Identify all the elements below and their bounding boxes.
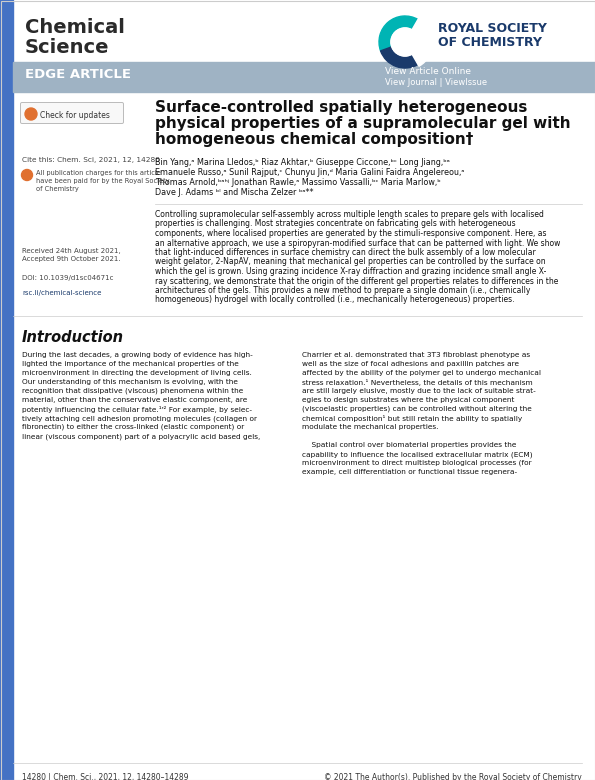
- Text: chemical composition¹ but still retain the ability to spatially: chemical composition¹ but still retain t…: [302, 415, 522, 422]
- Wedge shape: [405, 18, 433, 66]
- Text: lighted the importance of the mechanical properties of the: lighted the importance of the mechanical…: [22, 361, 239, 367]
- Text: View Journal | ViewIssue: View Journal | ViewIssue: [385, 78, 487, 87]
- Text: components, where localised properties are generated by the stimuli-responsive c: components, where localised properties a…: [155, 229, 546, 238]
- Bar: [0, 0, 13, 780]
- Text: ray scattering, we demonstrate that the origin of the different gel properties r: ray scattering, we demonstrate that the …: [155, 276, 558, 285]
- Text: Introduction: Introduction: [22, 330, 124, 345]
- Text: EDGE ARTICLE: EDGE ARTICLE: [25, 68, 131, 81]
- Text: During the last decades, a growing body of evidence has high-: During the last decades, a growing body …: [22, 352, 253, 358]
- Text: an alternative approach, we use a spiropyran-modified surface that can be patter: an alternative approach, we use a spirop…: [155, 239, 560, 247]
- Circle shape: [25, 108, 37, 120]
- Text: Thomas Arnold,ᵇᵃʰʲ Jonathan Rawle,ᵃ Massimo Vassalli,ᵇᶜ Maria Marlow,ᵇ: Thomas Arnold,ᵇᵃʰʲ Jonathan Rawle,ᵃ Mass…: [155, 178, 441, 187]
- Wedge shape: [405, 20, 431, 42]
- Text: Bin Yang,ᵃ Marina Lledos,ᵇ Riaz Akhtar,ᵇ Giuseppe Ciccone,ᵇᶜ Long Jiang,ᵇᵃ: Bin Yang,ᵃ Marina Lledos,ᵇ Riaz Akhtar,ᵇ…: [155, 158, 450, 167]
- Text: Dave J. Adams ᵇˡ and Mischa Zelzer ᵇᵃ**: Dave J. Adams ᵇˡ and Mischa Zelzer ᵇᵃ**: [155, 188, 314, 197]
- Text: Spatial control over biomaterial properties provides the: Spatial control over biomaterial propert…: [302, 442, 516, 448]
- Text: that light-induced differences in surface chemistry can direct the bulk assembly: that light-induced differences in surfac…: [155, 248, 536, 257]
- Text: Our understanding of this mechanism is evolving, with the: Our understanding of this mechanism is e…: [22, 379, 238, 385]
- Wedge shape: [379, 16, 418, 51]
- Text: are still largely elusive, mostly due to the lack of suitable strat-: are still largely elusive, mostly due to…: [302, 388, 536, 394]
- Wedge shape: [405, 42, 431, 65]
- Text: 14280 | Chem. Sci., 2021, 12, 14280–14289: 14280 | Chem. Sci., 2021, 12, 14280–1428…: [22, 773, 189, 780]
- Text: linear (viscous component) part of a polyacrylic acid based gels,: linear (viscous component) part of a pol…: [22, 433, 260, 439]
- Text: View Article Online: View Article Online: [385, 67, 471, 76]
- Circle shape: [391, 28, 419, 56]
- Text: microenvironment in directing the development of living cells.: microenvironment in directing the develo…: [22, 370, 252, 376]
- Text: homogeneous chemical composition†: homogeneous chemical composition†: [155, 132, 474, 147]
- Text: egies to design substrates where the physical component: egies to design substrates where the phy…: [302, 397, 514, 403]
- Text: Cite this: Chem. Sci, 2021, 12, 14280: Cite this: Chem. Sci, 2021, 12, 14280: [22, 157, 160, 163]
- Text: Science: Science: [25, 38, 109, 57]
- Circle shape: [21, 169, 33, 180]
- Text: All publication charges for this article
have been paid for by the Royal Society: All publication charges for this article…: [36, 170, 170, 192]
- Text: example, cell differentiation or functional tissue regenera-: example, cell differentiation or functio…: [302, 469, 517, 475]
- Text: fibronectin) to either the cross-linked (elastic component) or: fibronectin) to either the cross-linked …: [22, 424, 245, 431]
- Text: rsc.li/chemical-science: rsc.li/chemical-science: [22, 290, 101, 296]
- Text: Chemical: Chemical: [25, 18, 125, 37]
- Text: Check for updates: Check for updates: [40, 111, 110, 119]
- Text: affected by the ability of the polymer gel to undergo mechanical: affected by the ability of the polymer g…: [302, 370, 541, 376]
- Text: homogeneous) hydrogel with locally controlled (i.e., mechanically heterogeneous): homogeneous) hydrogel with locally contr…: [155, 296, 515, 304]
- Text: Surface-controlled spatially heterogeneous: Surface-controlled spatially heterogeneo…: [155, 100, 527, 115]
- Text: recognition that dissipative (viscous) phenomena within the: recognition that dissipative (viscous) p…: [22, 388, 243, 395]
- Text: properties is challenging. Most strategies concentrate on fabricating gels with : properties is challenging. Most strategi…: [155, 219, 516, 229]
- Text: potently influencing the cellular fate.¹ʳ² For example, by selec-: potently influencing the cellular fate.¹…: [22, 406, 252, 413]
- Text: Emanuele Russo,ᵃ Sunil Rajput,ᶜ Chunyu Jin,ᵈ Maria Galini Faidra Angelereou,ᵃ: Emanuele Russo,ᵃ Sunil Rajput,ᶜ Chunyu J…: [155, 168, 465, 177]
- Wedge shape: [381, 42, 418, 68]
- Text: physical properties of a supramolecular gel with: physical properties of a supramolecular …: [155, 116, 571, 131]
- Text: microenvironment to direct multistep biological processes (for: microenvironment to direct multistep bio…: [302, 460, 531, 466]
- Text: well as the size of focal adhesions and paxillin patches are: well as the size of focal adhesions and …: [302, 361, 519, 367]
- Circle shape: [391, 28, 419, 56]
- Text: (viscoelastic properties) can be controlled without altering the: (viscoelastic properties) can be control…: [302, 406, 532, 413]
- FancyBboxPatch shape: [20, 102, 124, 123]
- Text: stress relaxation.¹ Nevertheless, the details of this mechanism: stress relaxation.¹ Nevertheless, the de…: [302, 379, 533, 386]
- Text: Received 24th August 2021,
Accepted 9th October 2021.: Received 24th August 2021, Accepted 9th …: [22, 248, 121, 263]
- Text: which the gel is grown. Using grazing incidence X-ray diffraction and grazing in: which the gel is grown. Using grazing in…: [155, 267, 546, 276]
- Text: Controlling supramolecular self-assembly across multiple length scales to prepar: Controlling supramolecular self-assembly…: [155, 210, 544, 219]
- Text: architectures of the gels. This provides a new method to prepare a single domain: architectures of the gels. This provides…: [155, 286, 530, 295]
- Text: © 2021 The Author(s). Published by the Royal Society of Chemistry: © 2021 The Author(s). Published by the R…: [324, 773, 582, 780]
- Text: capability to influence the localised extracellular matrix (ECM): capability to influence the localised ex…: [302, 451, 533, 458]
- Bar: [13, 62, 595, 92]
- Text: tively attaching cell adhesion promoting molecules (collagen or: tively attaching cell adhesion promoting…: [22, 415, 257, 421]
- Text: weight gelator, 2-NapAV, meaning that mechanical gel properties can be controlle: weight gelator, 2-NapAV, meaning that me…: [155, 257, 546, 267]
- Text: Charrier et al. demonstrated that 3T3 fibroblast phenotype as: Charrier et al. demonstrated that 3T3 fi…: [302, 352, 530, 358]
- Text: OF CHEMISTRY: OF CHEMISTRY: [438, 36, 542, 49]
- Text: ROYAL SOCIETY: ROYAL SOCIETY: [438, 22, 547, 35]
- Text: modulate the mechanical properties.: modulate the mechanical properties.: [302, 424, 439, 430]
- Text: material, other than the conservative elastic component, are: material, other than the conservative el…: [22, 397, 248, 403]
- Text: DOI: 10.1039/d1sc04671c: DOI: 10.1039/d1sc04671c: [22, 275, 114, 281]
